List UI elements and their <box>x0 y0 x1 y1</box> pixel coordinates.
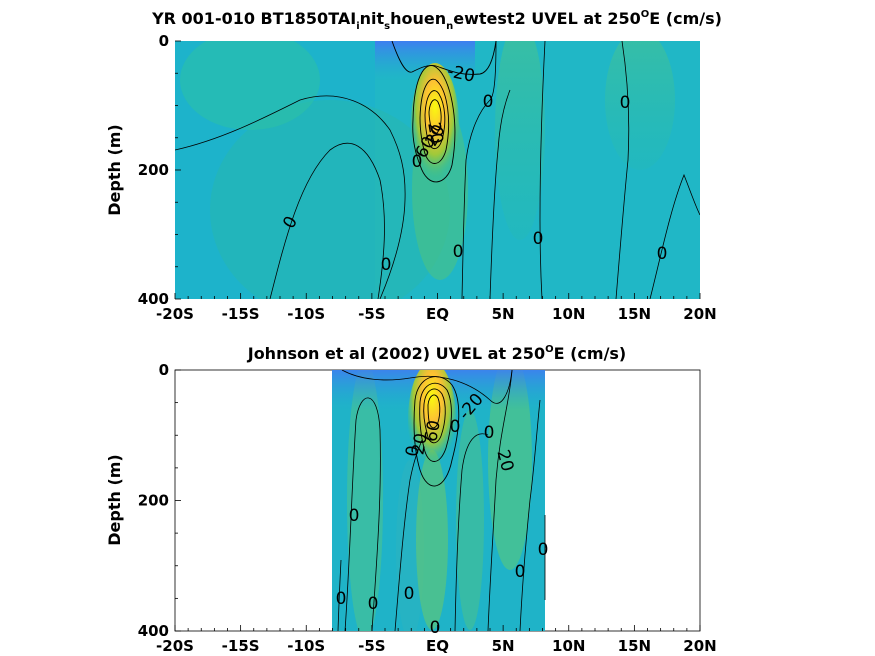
panel-2-clabel-zero: 0 <box>368 594 379 614</box>
x-tick-label: -10S <box>287 305 325 323</box>
panel-1-clabel-zero: 0 <box>381 255 392 275</box>
panel-1-contour-60 <box>424 90 446 150</box>
panel-2-contour-zero-3n <box>454 433 489 631</box>
panel-2-clabel-zero: 0 <box>430 618 441 638</box>
panel-2-contour-zero-south <box>344 397 381 631</box>
panel-1-clabel-zero: 0 <box>533 229 544 249</box>
panel-2-clabel-zero: 0 <box>349 506 360 526</box>
panel-1: YR 001-010 BT1850TAIinitshouennewtest2 U… <box>105 9 722 323</box>
x-tick-label: -10S <box>287 637 325 655</box>
x-tick-label: EQ <box>426 305 449 323</box>
panel-2-band-south <box>347 370 383 631</box>
panel-2-contour-60 <box>423 388 446 444</box>
panel-2-clabel-zero: 0 <box>450 417 461 437</box>
x-tick-label: 15N <box>618 305 651 323</box>
panel-1-contour-neg20 <box>391 41 497 75</box>
panel-2-clabel-zero: 0 <box>484 423 495 443</box>
panel-2-euc-tail <box>416 450 448 630</box>
x-tick-label: 15N <box>618 637 651 655</box>
y-tick-label: 200 <box>138 492 169 510</box>
panel-1-clabel-zero: 0 <box>620 93 631 113</box>
panel-1-clabel-zero: 0 <box>657 244 668 264</box>
panel-1-contour-40 <box>419 78 450 164</box>
panel-2-title: Johnson et al (2002) UVEL at 250OE (cm/s… <box>247 344 627 363</box>
panel-1-clabel-20: 20 <box>423 121 446 146</box>
x-tick-label: 10N <box>552 305 585 323</box>
panel-1-contour-zero-eq-north <box>461 41 497 299</box>
panel-2-clabel-zero: 0 <box>404 584 415 604</box>
panel-1-clabel-zero: 0 <box>412 152 423 172</box>
x-tick-label: -20S <box>156 305 194 323</box>
panel-2-contour-zero-7n <box>519 399 541 631</box>
panel-2-clabel-zero: 0 <box>336 589 347 609</box>
panel-2-band-north <box>488 370 532 570</box>
panel-1-title: YR 001-010 BT1850TAIinitshouennewtest2 U… <box>151 9 722 32</box>
panel-2-field <box>332 370 545 631</box>
panel-2-clabel-60: 60 <box>421 419 444 444</box>
x-tick-label: -5S <box>358 305 385 323</box>
x-tick-label: 5N <box>492 305 515 323</box>
x-tick-label: 20N <box>683 637 716 655</box>
x-tick-label: -5S <box>358 637 385 655</box>
x-tick-label: 5N <box>492 637 515 655</box>
panel-1-clabel-zero: 0 <box>453 242 464 262</box>
y-tick-label: 200 <box>138 161 169 179</box>
panel-1-contour-zero-5n <box>489 89 511 299</box>
x-tick-label: -15S <box>222 305 260 323</box>
panel-1-contour-zero-15n <box>615 41 630 299</box>
x-tick-label: -15S <box>222 637 260 655</box>
panel-2-clabel-20: 20 <box>408 432 431 457</box>
y-tick-label: 0 <box>159 361 169 379</box>
y-tick-label: 0 <box>159 32 169 50</box>
x-tick-label: -20S <box>156 637 194 655</box>
y-tick-label: 400 <box>138 290 169 308</box>
panel-2: Johnson et al (2002) UVEL at 250OE (cm/s… <box>105 344 717 655</box>
panel-2-clabel-zero: 0 <box>538 540 549 560</box>
panel-1-contour-zero-8n <box>539 41 546 299</box>
panel-1-contour-zero-south <box>175 95 406 299</box>
panel-1-south-band <box>210 100 450 299</box>
panel-1-ylabel: Depth (m) <box>105 124 124 216</box>
panel-2-clabel-zero: 0 <box>515 562 526 582</box>
panel-2-contour-neg20 <box>341 370 513 404</box>
panel-2-contour-zero-5n <box>487 370 513 631</box>
y-tick-label: 400 <box>138 622 169 640</box>
panel-1-contour-zero-18n <box>649 173 700 299</box>
x-tick-label: 10N <box>552 637 585 655</box>
panel-2-contour-80 <box>427 394 441 429</box>
panel-2-contour-zero-2s <box>394 439 423 631</box>
panel-2-clabel-zero: 0 <box>402 444 424 458</box>
panel-2-euc-core <box>408 370 456 478</box>
panel-1-contour-zero-south-2 <box>269 142 385 299</box>
panel-1-south-surface-band <box>180 41 320 130</box>
panel-1-field <box>175 41 700 299</box>
panel-1-nh-band-1 <box>495 41 545 240</box>
panel-2-contour-40 <box>419 382 452 462</box>
panel-1-nh-band-2 <box>605 41 675 170</box>
panel-1-contour-20 <box>412 65 456 183</box>
x-tick-label: 20N <box>683 305 716 323</box>
panel-2-band-neg <box>396 460 424 631</box>
panel-2-contour-zero-8s <box>337 559 342 631</box>
panel-1-clabel-zero: 0 <box>483 92 494 112</box>
x-tick-label: EQ <box>426 637 449 655</box>
panel-1-contour-80 <box>428 99 442 135</box>
panel-2-ylabel: Depth (m) <box>105 454 124 546</box>
